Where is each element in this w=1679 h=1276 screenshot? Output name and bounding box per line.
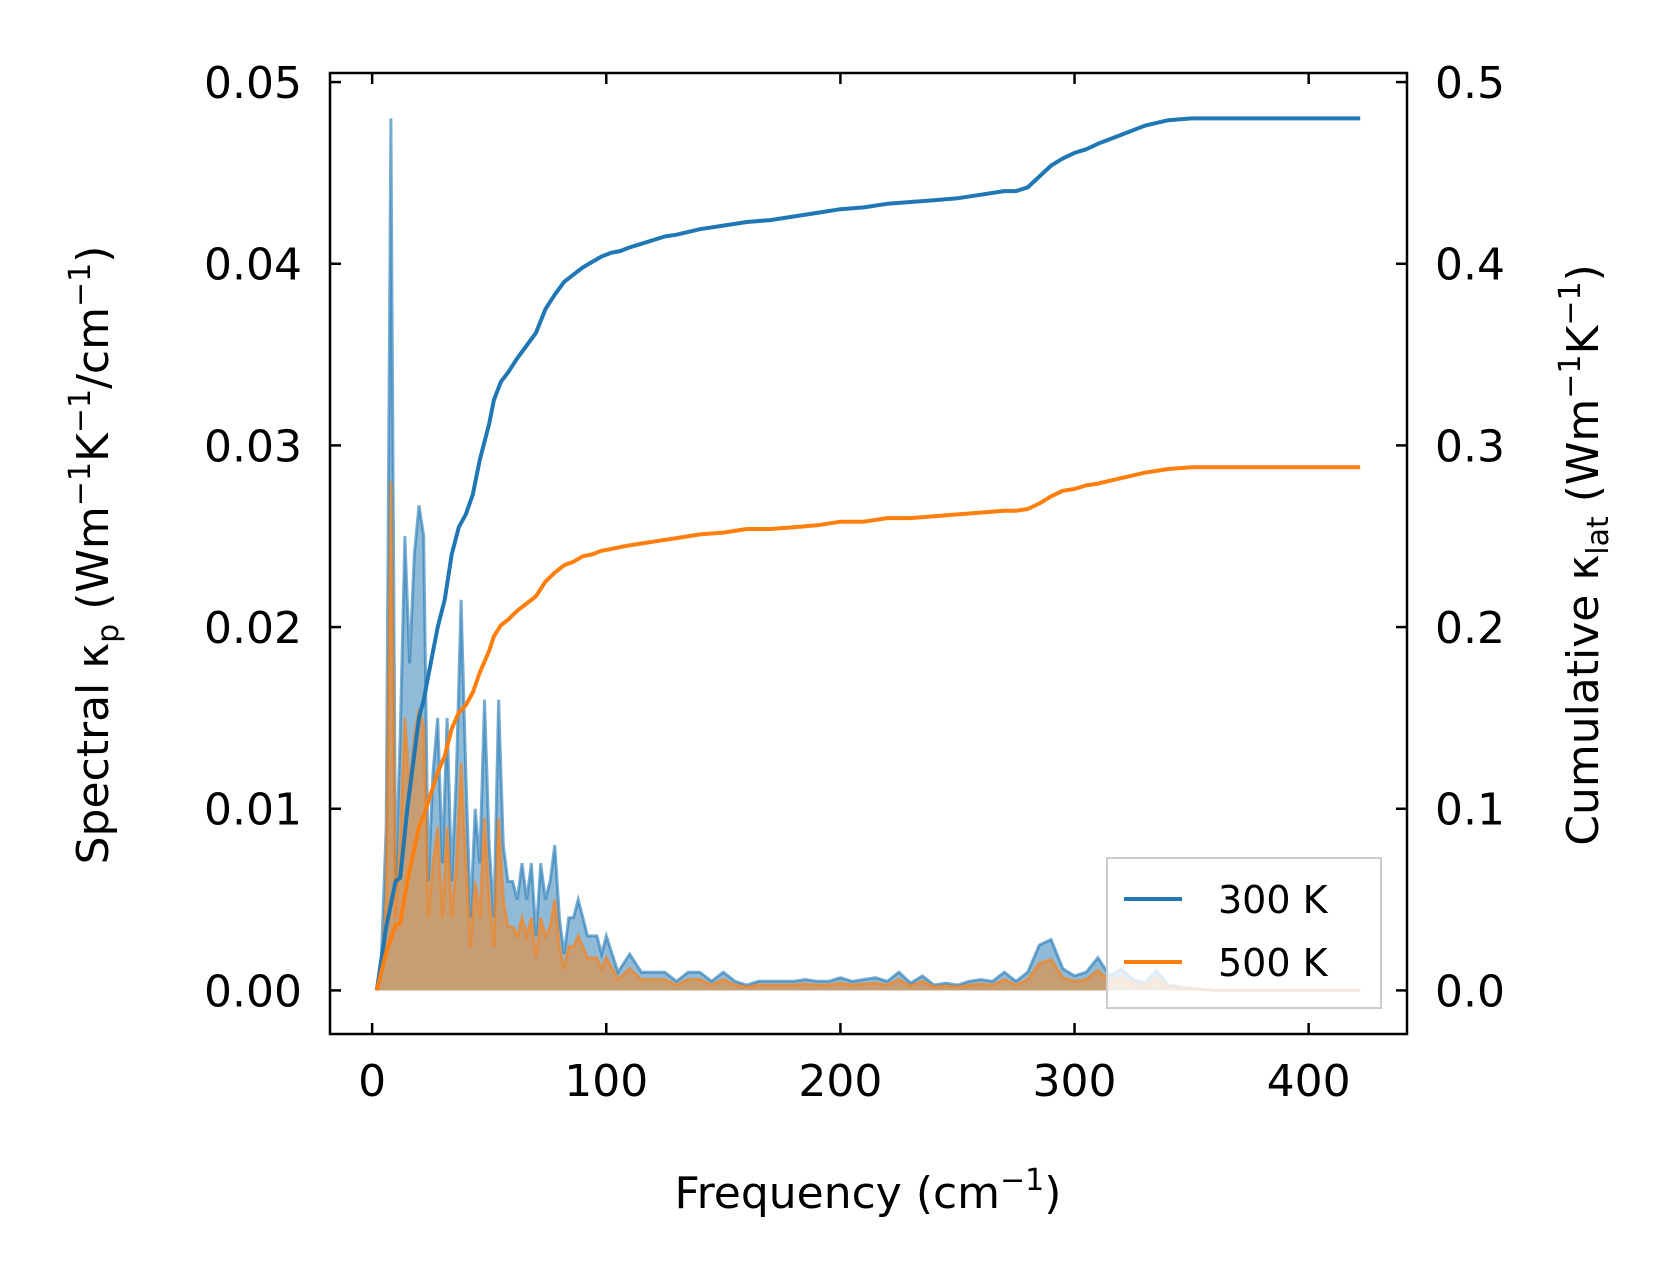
y-axis-right-title: Cumulative κlat (Wm−1K−1) (1553, 264, 1616, 846)
y-tick-label-right: 0.1 (1435, 785, 1505, 836)
y-tick-label-right: 0.5 (1435, 58, 1505, 109)
y-tick-label-left: 0.03 (204, 421, 302, 472)
y-left-title-part-5: ) (68, 246, 119, 263)
x-axis-title-main: Frequency (cm (675, 1168, 1001, 1219)
legend-label-300k: 300 K (1218, 878, 1329, 922)
y-left-title-sub: p (91, 624, 126, 643)
y-right-title-sup-1: −1 (1553, 354, 1588, 398)
y-right-title-part-1: Cumulative κ (1558, 555, 1609, 846)
y-left-title-part-2: (Wm (68, 506, 119, 624)
legend-box (1106, 857, 1382, 1009)
x-tick-label: 200 (798, 1056, 882, 1107)
x-tick-label: 0 (358, 1056, 386, 1107)
axis-ticks (330, 73, 1407, 1034)
x-tick-label: 100 (564, 1056, 648, 1107)
y-tick-label-right: 0.2 (1435, 603, 1505, 654)
y-right-title-part-3: K (1558, 324, 1609, 354)
y-right-title-sup-2: −1 (1553, 281, 1588, 325)
y-left-title-sup-1: −1 (63, 462, 98, 506)
y-tick-label-left: 0.04 (204, 240, 302, 291)
y-left-title-part-1: Spectral κ (68, 643, 119, 865)
y-axis-left-title: Spectral κp (Wm−1K−1/cm−1) (63, 246, 126, 865)
y-right-title-sub: lat (1581, 516, 1616, 555)
y-tick-label-left: 0.00 (204, 966, 302, 1017)
y-right-title-part-2: (Wm (1558, 399, 1609, 517)
x-axis-title-tail: ) (1044, 1168, 1061, 1219)
axis-tick-labels: 0 100 200 300 400 0.00 0.01 0.02 0.03 0.04 0.05 0.0… (204, 58, 1505, 1107)
x-tick-label: 400 (1267, 1056, 1351, 1107)
y-right-title-part-4: ) (1558, 264, 1609, 281)
y-tick-label-left: 0.05 (204, 58, 302, 109)
y-tick-label-left: 0.02 (204, 603, 302, 654)
x-axis-title-sup: −1 (1000, 1163, 1044, 1198)
y-tick-label-right: 0.0 (1435, 966, 1505, 1017)
series-lines (374, 116, 1361, 991)
legend-label-500k: 500 K (1218, 941, 1329, 985)
y-tick-label-right: 0.3 (1435, 421, 1505, 472)
legend: 300 K 500 K (1106, 857, 1382, 1009)
y-tick-label-left: 0.01 (204, 785, 302, 836)
spectral-line-300k (375, 118, 1361, 992)
spectral-line-500k (375, 481, 1361, 992)
cumulative-line-500k (374, 465, 1361, 991)
y-tick-label-right: 0.4 (1435, 240, 1505, 291)
y-left-title-part-3: K (68, 432, 119, 462)
x-axis-title: Frequency (cm−1) (675, 1163, 1062, 1219)
y-left-title-part-4: /cm (68, 307, 119, 389)
cumulative-line-300k (374, 116, 1361, 991)
y-left-title-sup-3: −1 (63, 263, 98, 307)
plot-frame (328, 71, 1409, 1036)
y-left-title-sup-2: −1 (63, 389, 98, 433)
x-tick-label: 300 (1033, 1056, 1117, 1107)
spectral-fills (375, 118, 1361, 992)
spectral-area-500k (376, 481, 1361, 991)
